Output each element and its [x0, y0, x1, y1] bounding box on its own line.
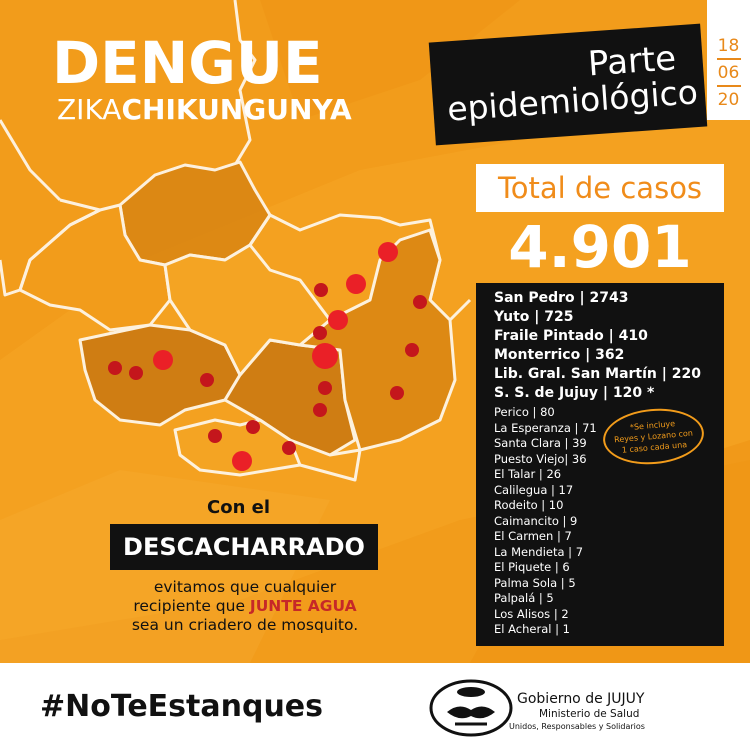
- date-day: 18: [717, 36, 740, 56]
- other-case-row: El Talar | 26: [494, 467, 562, 481]
- main-case-row: Lib. Gral. San Martín | 220: [494, 366, 701, 382]
- campaign-line2-text: recipiente que: [133, 597, 250, 615]
- case-marker: [390, 386, 404, 400]
- date-separator: [717, 58, 741, 60]
- case-marker: [413, 295, 427, 309]
- other-case-row: La Mendieta | 7: [494, 544, 584, 559]
- main-case-row: Yuto | 725: [494, 309, 574, 325]
- other-case-row: Calilegua | 17: [494, 482, 574, 497]
- other-case-row: El Acheral | 1: [494, 622, 570, 636]
- other-case-row: Caimancito | 9: [494, 513, 578, 528]
- hashtag: #NoTeEstanques: [40, 689, 324, 724]
- case-marker: [313, 403, 327, 417]
- other-case-row: La Esperanza | 71: [494, 420, 597, 435]
- case-marker: [246, 420, 260, 434]
- case-marker: [282, 441, 296, 455]
- case-marker: [312, 343, 338, 369]
- total-cases-label: Total de casos: [476, 164, 724, 212]
- case-marker: [129, 366, 143, 380]
- title-chikungunya: CHIKUNGUNYA: [121, 93, 352, 126]
- case-markers: [108, 242, 427, 471]
- case-marker: [314, 283, 328, 297]
- government-name: Gobierno de JUJUY: [517, 691, 645, 707]
- other-case-row: Palma Sola | 5: [494, 575, 576, 590]
- other-case-row: El Piquete | 6: [494, 560, 570, 574]
- other-case-row: Puesto Viejo| 36: [494, 451, 587, 466]
- title-dengue: DENGUE: [52, 29, 323, 97]
- date-separator: [717, 85, 741, 87]
- case-marker: [153, 350, 173, 370]
- ministry-name: Ministerio de Salud: [539, 708, 640, 720]
- other-case-row: Palpalá | 5: [494, 591, 554, 605]
- footnote-bubble: *Se incluye Reyes y Lozano con 1 caso ca…: [600, 404, 707, 469]
- campaign-message: evitamos que cualquier recipiente que JU…: [105, 578, 385, 635]
- case-marker: [108, 361, 122, 375]
- title-subdiseases: ZIKACHIKUNGUNYA: [57, 96, 352, 124]
- campaign-line3: sea un criadero de mosquito.: [131, 616, 359, 634]
- other-case-row: El Carmen | 7: [494, 529, 572, 543]
- date-month: 06: [717, 63, 740, 83]
- other-case-row: Perico | 80: [494, 405, 555, 419]
- campaign-highlight-box: [110, 524, 378, 570]
- government-logo-icon: [429, 679, 513, 737]
- case-marker: [318, 381, 332, 395]
- title-zika: ZIKA: [57, 93, 122, 126]
- date-strip: 18 06 20: [707, 0, 750, 120]
- main-case-row: Fraile Pintado | 410: [494, 328, 648, 344]
- jujuy-map: [0, 0, 472, 482]
- campaign-line2-highlight: JUNTE AGUA: [249, 597, 357, 615]
- main-case-row: San Pedro | 2743: [494, 290, 629, 306]
- campaign-highlight: DESCACHARRADO: [123, 533, 365, 561]
- government-slogan: Unidos, Responsables y Solidarios: [509, 722, 645, 731]
- campaign-line2: recipiente que JUNTE AGUA: [105, 597, 385, 616]
- other-cases-list: Perico | 80 La Esperanza | 71 Santa Clara …: [494, 405, 597, 638]
- case-marker: [346, 274, 366, 294]
- date-year: 20: [717, 90, 740, 110]
- case-marker: [378, 242, 398, 262]
- case-marker: [208, 429, 222, 443]
- main-case-row: Monterrico | 362: [494, 347, 625, 363]
- campaign-intro: Con el: [207, 497, 271, 518]
- case-marker: [200, 373, 214, 387]
- other-case-row: Los Alisos | 2: [494, 606, 569, 621]
- other-case-row: Rodeito | 10: [494, 498, 564, 512]
- other-case-row: Santa Clara | 39: [494, 436, 587, 450]
- case-marker: [313, 326, 327, 340]
- cases-list-box: San Pedro | 2743 Yuto | 725 Fraile Pintado…: [476, 283, 724, 646]
- case-marker: [405, 343, 419, 357]
- total-cases-value: 4.901: [508, 213, 692, 281]
- campaign-line1: evitamos que cualquier: [153, 578, 337, 596]
- main-cases-list: San Pedro | 2743 Yuto | 725 Fraile Pintado…: [494, 289, 701, 403]
- main-case-row: S. S. de Jujuy | 120 *: [494, 385, 655, 401]
- case-marker: [232, 451, 252, 471]
- case-marker: [328, 310, 348, 330]
